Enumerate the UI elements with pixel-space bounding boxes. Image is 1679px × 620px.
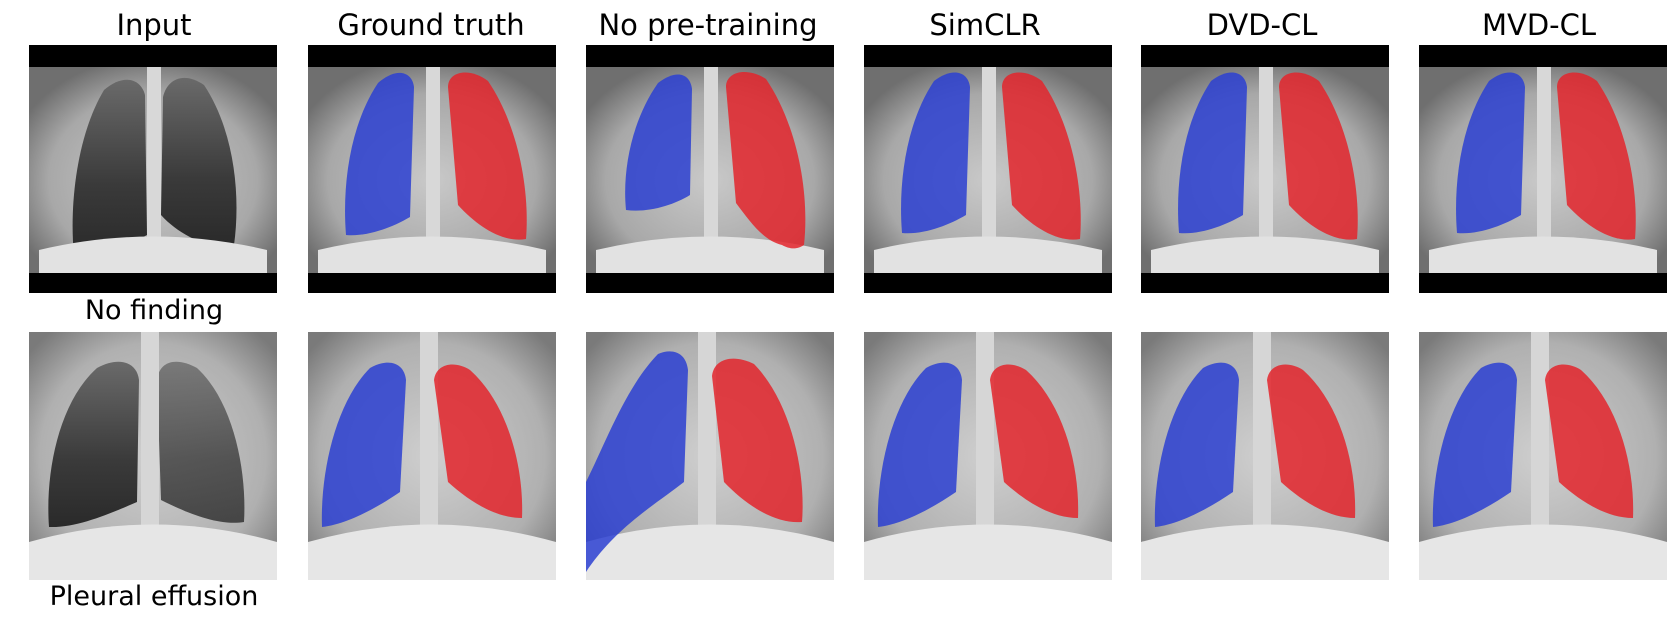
xray-panel-ground-truth-row1 xyxy=(308,45,556,293)
xray-panel-simclr-row1 xyxy=(864,45,1112,293)
xray-panel-dvd-cl-row1 xyxy=(1141,45,1389,293)
row-label-pleural-effusion: Pleural effusion xyxy=(49,581,259,612)
xray-panel-simclr-row2 xyxy=(864,332,1112,580)
xray-panel-mvd-cl-row2 xyxy=(1419,332,1667,580)
xray-panel-ground-truth-row2 xyxy=(308,332,556,580)
column-title-input: Input xyxy=(116,8,192,42)
xray-panel-no-pretraining-row1 xyxy=(586,45,834,293)
row-label-no-finding: No finding xyxy=(84,295,224,326)
column-title-simclr: SimCLR xyxy=(929,8,1041,42)
column-title-ground-truth: Ground truth xyxy=(337,8,525,42)
xray-panel-dvd-cl-row2 xyxy=(1141,332,1389,580)
column-title-no-pretraining: No pre-training xyxy=(598,8,818,42)
xray-panel-no-pretraining-row2 xyxy=(586,332,834,580)
xray-panel-input-row2 xyxy=(29,332,277,580)
column-title-mvd-cl: MVD-CL xyxy=(1481,8,1597,42)
column-title-dvd-cl: DVD-CL xyxy=(1206,8,1318,42)
xray-panel-input-row1 xyxy=(29,45,277,293)
xray-panel-mvd-cl-row1 xyxy=(1419,45,1667,293)
